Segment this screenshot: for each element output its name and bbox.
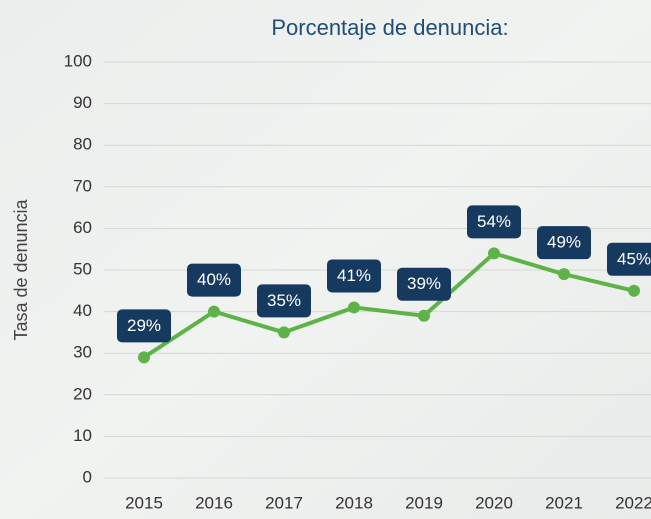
label-text: 54% xyxy=(477,212,511,231)
y-tick-label: 40 xyxy=(73,301,92,320)
label-box xyxy=(327,259,381,293)
point xyxy=(208,305,220,318)
label-box xyxy=(257,284,311,318)
label-text: 45% xyxy=(617,249,651,268)
x-tick-label: 2015 xyxy=(125,493,163,512)
point xyxy=(278,326,290,339)
label-box xyxy=(537,226,591,260)
y-tick-label: 0 xyxy=(83,467,92,486)
y-tick-label: 80 xyxy=(73,135,92,154)
y-tick-label: 10 xyxy=(73,426,92,445)
x-tick-label: 2016 xyxy=(195,493,233,512)
y-tick-label: 50 xyxy=(73,259,92,278)
label-text: 49% xyxy=(547,233,581,252)
x-tick-label: 2017 xyxy=(265,493,303,512)
label-text: 40% xyxy=(197,270,231,289)
x-tick-label: 2022 xyxy=(615,493,651,512)
data-label: 54% xyxy=(467,205,521,239)
point xyxy=(348,301,360,314)
y-tick-label: 20 xyxy=(73,384,92,403)
label-text: 35% xyxy=(267,291,301,310)
point xyxy=(138,351,150,364)
data-label: 35% xyxy=(257,284,311,318)
data-label: 45% xyxy=(607,242,651,276)
label-box xyxy=(607,242,651,276)
label-box xyxy=(117,309,171,343)
data-label: 39% xyxy=(397,267,451,301)
data-label: 29% xyxy=(117,309,171,343)
x-tick-label: 2019 xyxy=(405,493,443,512)
y-tick-label: 70 xyxy=(73,176,92,195)
data-label: 40% xyxy=(187,263,241,297)
x-tick-label: 2020 xyxy=(475,493,513,512)
line xyxy=(142,251,635,360)
y-tick-label: 30 xyxy=(73,343,92,362)
label-box xyxy=(397,267,451,301)
label-text: 29% xyxy=(127,316,161,335)
x-tick-label: 2018 xyxy=(335,493,373,512)
x-tick-label: 2021 xyxy=(545,493,583,512)
y-tick-label: 90 xyxy=(73,93,92,112)
point xyxy=(628,284,640,297)
data-label: 49% xyxy=(537,226,591,260)
label-text: 39% xyxy=(407,274,441,293)
y-axis-label: Tasa de denuncia xyxy=(11,198,31,340)
chart-title: Porcentaje de denuncia: xyxy=(271,15,508,40)
y-tick-label: 100 xyxy=(64,51,92,70)
label-text: 41% xyxy=(337,266,371,285)
label-box xyxy=(467,205,521,239)
point xyxy=(558,268,570,281)
y-tick-label: 60 xyxy=(73,218,92,237)
point xyxy=(418,309,430,322)
data-label: 41% xyxy=(327,259,381,293)
point xyxy=(488,247,500,260)
label-box xyxy=(187,263,241,297)
